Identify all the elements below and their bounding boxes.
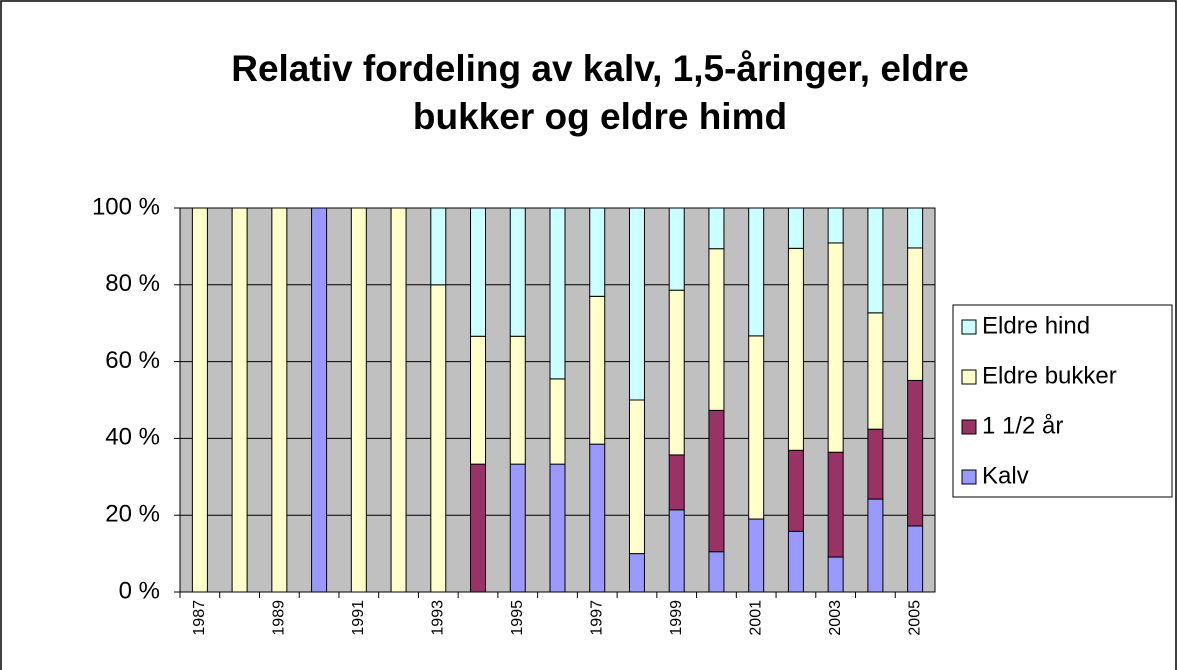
y-tick-label: 100 % bbox=[92, 193, 160, 220]
bar-segment bbox=[589, 443, 606, 593]
legend-swatch bbox=[961, 419, 977, 435]
x-tick-label: 1995 bbox=[509, 600, 526, 636]
bar-segment bbox=[589, 295, 606, 445]
bar-segment bbox=[827, 451, 844, 558]
bar-segment bbox=[867, 207, 884, 314]
y-tick-label: 20 % bbox=[105, 501, 160, 528]
bar-segment bbox=[231, 207, 248, 593]
bar-segment bbox=[668, 454, 685, 511]
bar-segment bbox=[589, 207, 606, 297]
y-tick-label: 40 % bbox=[105, 424, 160, 451]
legend-swatch bbox=[961, 369, 977, 385]
x-tick-label: 2003 bbox=[827, 600, 844, 636]
bar-segment bbox=[827, 207, 844, 244]
bar-segment bbox=[708, 409, 725, 553]
bar-segment bbox=[708, 551, 725, 593]
bar-segment bbox=[787, 207, 804, 249]
bar-segment bbox=[509, 463, 526, 593]
bar-segment bbox=[350, 207, 367, 593]
bar-segment bbox=[549, 207, 566, 380]
bar-segment bbox=[787, 247, 804, 451]
x-tick-label: 2001 bbox=[747, 600, 764, 636]
bar-segment bbox=[787, 530, 804, 593]
bar-segment bbox=[628, 207, 645, 401]
bar-segment bbox=[509, 335, 526, 465]
legend-swatch bbox=[961, 469, 977, 485]
bar-segment bbox=[191, 207, 208, 593]
bar-segment bbox=[827, 556, 844, 593]
y-tick-label: 0 % bbox=[119, 577, 160, 604]
bar-segment bbox=[470, 207, 487, 337]
bar-segment bbox=[907, 207, 924, 249]
bar-segment bbox=[748, 207, 765, 337]
bar-segment bbox=[668, 289, 685, 456]
bar-segment bbox=[549, 463, 566, 593]
x-tick-label: 1987 bbox=[191, 600, 208, 636]
legend-label: Eldre hind bbox=[982, 312, 1090, 339]
legend-label: 1 1/2 år bbox=[982, 412, 1063, 439]
bar-segment bbox=[470, 335, 487, 465]
bar-segment bbox=[867, 312, 884, 430]
bar-segment bbox=[708, 248, 725, 411]
legend-label: Kalv bbox=[982, 462, 1029, 489]
chart-title: Relativ fordeling av kalv, 1,5-åringer, … bbox=[231, 48, 969, 137]
x-tick-label: 1989 bbox=[271, 600, 288, 636]
bar-segment bbox=[271, 207, 288, 593]
bar-segment bbox=[708, 207, 725, 250]
bar-segment bbox=[668, 509, 685, 593]
x-tick-label: 1991 bbox=[350, 600, 367, 636]
x-tick-label: 1993 bbox=[430, 600, 447, 636]
legend-box bbox=[952, 304, 1173, 498]
bar-segment bbox=[907, 247, 924, 381]
bar-segment bbox=[470, 463, 487, 593]
bar-segment bbox=[509, 207, 526, 337]
bar-segment bbox=[748, 518, 765, 593]
bar-segment bbox=[668, 207, 685, 291]
x-tick-label: 2005 bbox=[906, 600, 923, 636]
bar-segment bbox=[787, 449, 804, 532]
y-tick-label: 60 % bbox=[105, 347, 160, 374]
bar-segment bbox=[430, 284, 447, 593]
bar-segment bbox=[748, 335, 765, 520]
bar-segment bbox=[390, 207, 407, 593]
x-tick-label: 1999 bbox=[668, 600, 685, 636]
bar-segment bbox=[907, 525, 924, 593]
bar-segment bbox=[867, 498, 884, 593]
bar-segment bbox=[311, 207, 328, 593]
y-tick-label: 80 % bbox=[105, 270, 160, 297]
x-tick-label: 1997 bbox=[588, 600, 605, 636]
bar-segment bbox=[430, 207, 447, 286]
bar-segment bbox=[628, 399, 645, 555]
bar-segment bbox=[628, 553, 645, 593]
bar-segment bbox=[549, 378, 566, 465]
bar-segment bbox=[907, 379, 924, 527]
bar-segment bbox=[827, 242, 844, 453]
legend-swatch bbox=[961, 319, 977, 335]
legend-label: Eldre bukker bbox=[982, 362, 1117, 389]
bar-segment bbox=[867, 428, 884, 500]
